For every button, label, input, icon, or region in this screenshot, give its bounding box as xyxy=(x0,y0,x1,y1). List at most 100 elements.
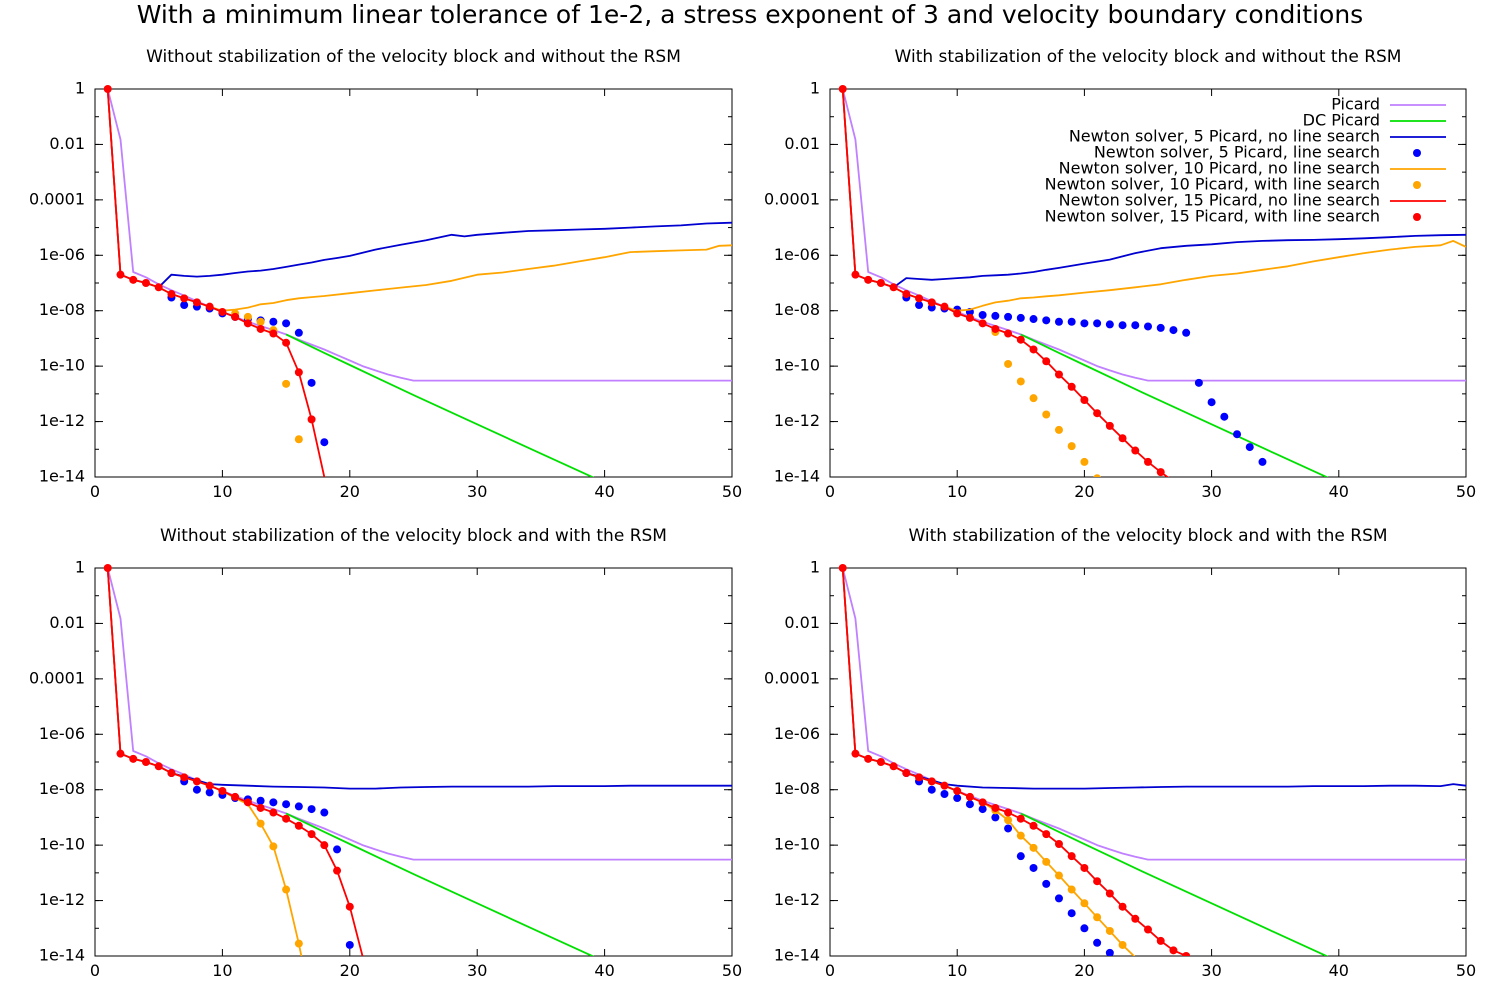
data-point-newton-5-ls xyxy=(1029,315,1038,324)
data-point-newton-5-ls xyxy=(1054,317,1063,326)
x-tick-label: 20 xyxy=(340,482,360,501)
data-point-newton-5-ls xyxy=(269,798,278,807)
data-point-newton-15-ls xyxy=(1118,902,1127,911)
plot-frame xyxy=(829,567,1467,957)
data-point-newton-5-ls xyxy=(1042,316,1051,325)
data-point-newton-10-ls xyxy=(1016,377,1025,386)
x-tick-label: 50 xyxy=(722,961,742,980)
data-point-newton-10-ls xyxy=(1029,843,1038,852)
data-point-newton-15-ls xyxy=(1054,839,1063,848)
y-tick-label: 1e-14 xyxy=(39,467,85,486)
data-point-newton-5-ls xyxy=(1194,378,1203,387)
data-point-newton-15-ls xyxy=(345,902,354,911)
data-point-newton-5-ls xyxy=(1169,326,1178,335)
data-point-newton-10-ls xyxy=(1067,885,1076,894)
data-point-newton-15-ls xyxy=(167,769,176,778)
data-point-newton-5-ls xyxy=(1258,457,1267,466)
data-point-newton-15-ls xyxy=(1080,396,1089,405)
data-point-newton-15-ls xyxy=(129,275,138,284)
x-tick-label: 0 xyxy=(825,961,835,980)
data-point-newton-15-ls xyxy=(218,786,227,795)
plot-area xyxy=(103,85,732,477)
x-tick-label: 20 xyxy=(340,961,360,980)
plot-area xyxy=(838,85,1466,485)
y-tick-label: 1 xyxy=(810,558,820,577)
x-tick-label: 20 xyxy=(1074,961,1094,980)
data-point-newton-15-ls xyxy=(1004,329,1013,338)
x-tick-label: 0 xyxy=(825,482,835,501)
y-tick-label: 0.01 xyxy=(49,613,85,632)
y-tick-label: 1e-06 xyxy=(39,245,85,264)
data-point-newton-5-ls xyxy=(1080,924,1089,933)
series-line-dc-picard xyxy=(1020,812,1329,956)
data-point-newton-5-ls xyxy=(320,808,329,817)
data-point-newton-15-ls xyxy=(1093,409,1102,418)
data-point-newton-15-ls xyxy=(192,777,201,786)
legend-label: Newton solver, 5 Picard, line search xyxy=(1094,143,1380,162)
data-point-newton-5-ls xyxy=(333,845,342,854)
x-tick-label: 40 xyxy=(594,961,614,980)
data-point-newton-15-ls xyxy=(1169,477,1177,485)
data-point-newton-5-ls xyxy=(1156,323,1165,332)
data-point-newton-5-ls xyxy=(1080,319,1089,328)
data-point-newton-5-ls xyxy=(1067,317,1076,326)
data-point-newton-10-ls xyxy=(1054,425,1063,434)
data-point-newton-15-ls xyxy=(965,313,974,322)
data-point-newton-10-ls xyxy=(1042,857,1051,866)
series-line-dc-picard xyxy=(285,333,595,477)
y-tick-label: 1e-06 xyxy=(774,245,820,264)
data-point-newton-15-ls xyxy=(1042,830,1051,839)
series-line-picard xyxy=(106,567,732,861)
y-tick-label: 1e-12 xyxy=(774,890,820,909)
plot-frame xyxy=(94,88,733,478)
data-point-newton-15-ls xyxy=(1016,814,1025,823)
panel-title: With stabilization of the velocity block… xyxy=(908,526,1387,546)
legend-label: Picard xyxy=(1331,95,1380,114)
data-point-newton-10-ls xyxy=(282,885,291,894)
x-tick-label: 40 xyxy=(1329,482,1349,501)
data-point-newton-10-ls xyxy=(1080,457,1089,466)
data-point-newton-15-ls xyxy=(1144,925,1152,934)
data-point-newton-10-ls xyxy=(256,819,265,828)
x-tick-label: 30 xyxy=(1201,961,1221,980)
data-point-newton-15-ls xyxy=(256,324,265,333)
data-point-newton-15-ls xyxy=(889,762,898,771)
legend-label: Newton solver, 15 Picard, with line sear… xyxy=(1045,207,1380,226)
y-tick-label: 1e-12 xyxy=(774,411,820,430)
data-point-newton-5-ls xyxy=(307,805,316,814)
series-line-picard xyxy=(841,567,1466,861)
data-point-newton-15-ls xyxy=(953,786,962,795)
data-point-newton-15-ls xyxy=(978,798,987,807)
y-tick-label: 0.01 xyxy=(784,134,820,153)
x-tick-label: 10 xyxy=(212,482,232,501)
data-point-newton-15-ls xyxy=(307,830,316,839)
data-point-newton-10-ls xyxy=(1029,394,1038,403)
y-tick-label: 1 xyxy=(75,558,85,577)
data-point-newton-15-ls xyxy=(953,309,962,318)
data-point-newton-10-ls xyxy=(1042,410,1051,419)
data-point-newton-5-ls xyxy=(915,301,924,310)
data-point-newton-5-ls xyxy=(282,800,291,809)
data-point-newton-15-ls xyxy=(1144,457,1152,466)
data-point-newton-10-ls xyxy=(1118,940,1127,949)
data-point-newton-15-ls xyxy=(154,762,163,771)
x-tick-label: 50 xyxy=(1456,961,1476,980)
panel-title: Without stabilization of the velocity bl… xyxy=(160,526,667,546)
data-point-newton-15-ls xyxy=(243,798,252,807)
legend-label: Newton solver, 15 Picard, no line search xyxy=(1059,191,1380,210)
series-line-newton-5-no-ls xyxy=(841,88,1466,289)
y-tick-label: 0.01 xyxy=(49,134,85,153)
y-tick-label: 1e-08 xyxy=(39,779,85,798)
data-point-newton-15-ls xyxy=(1067,852,1076,861)
data-point-newton-15-ls xyxy=(282,814,291,823)
data-point-newton-15-ls xyxy=(205,302,214,311)
data-point-newton-15-ls xyxy=(269,808,278,817)
data-point-newton-15-ls xyxy=(141,279,150,287)
y-tick-label: 1e-12 xyxy=(39,890,85,909)
data-point-newton-15-ls xyxy=(1029,345,1038,354)
legend-label: Newton solver, 5 Picard, no line search xyxy=(1069,127,1380,146)
data-point-newton-15-ls xyxy=(927,777,936,786)
data-point-newton-15-ls xyxy=(876,279,885,287)
plot-area xyxy=(103,564,732,956)
